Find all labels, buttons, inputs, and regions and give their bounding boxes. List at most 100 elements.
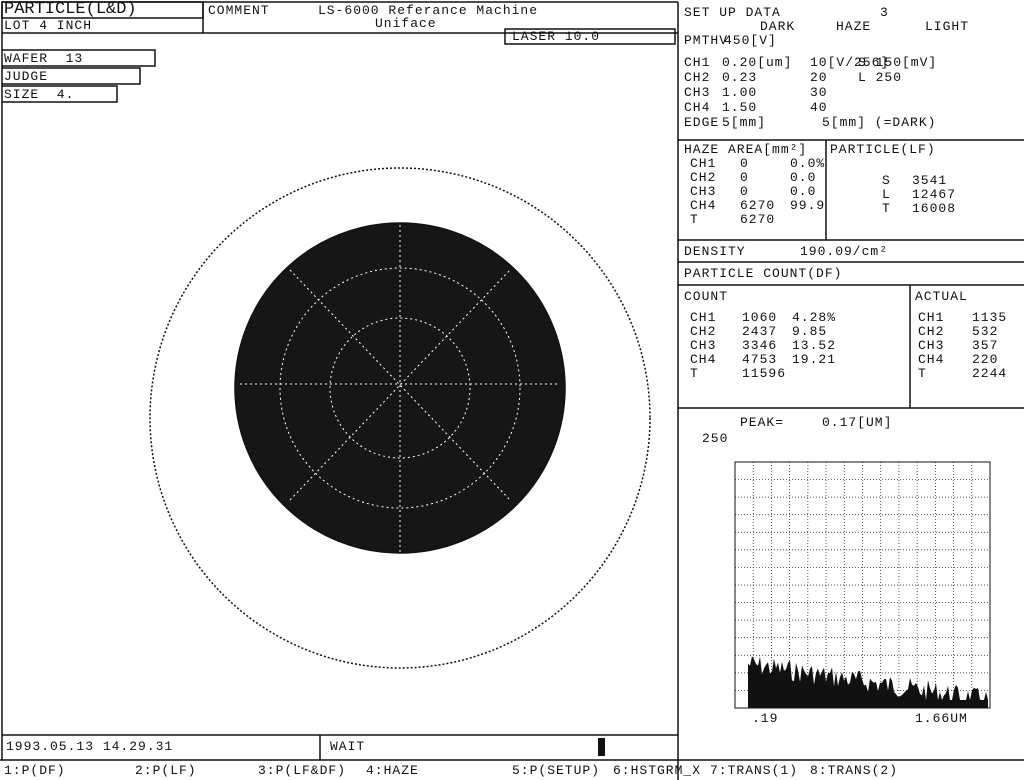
function-key[interactable]: 1:P(DF) (4, 764, 66, 778)
peak-label: PEAK= (740, 416, 784, 430)
actual-cell: CH1 (918, 311, 944, 325)
count-cell: CH1 (690, 311, 716, 325)
setup-cell: CH4 (684, 101, 710, 115)
setup-cell: CH3 (684, 86, 710, 100)
particle-lf-cell: S (882, 174, 891, 188)
histogram-x-max: 1.66UM (915, 712, 968, 726)
setup-cell: 5[mm] (722, 116, 766, 130)
setup-cell: 0.20[um] (722, 56, 792, 70)
particle-lf-cell: L (882, 188, 891, 202)
histogram-y-max: 250 (702, 432, 728, 446)
count-cell: CH3 (690, 339, 716, 353)
haze-cell: 6270 (740, 213, 775, 227)
count-title: PARTICLE COUNT(DF) (684, 267, 842, 281)
setup-cell: L 250 (858, 71, 902, 85)
haze-cell: 99.9 (790, 199, 825, 213)
actual-cell: T (918, 367, 927, 381)
count-cell: 11596 (742, 367, 786, 381)
function-key[interactable]: 6:HSTGRM_X (613, 764, 701, 778)
setup-cell: 40 (810, 101, 828, 115)
pmthv-label: PMTHV (684, 34, 728, 48)
datetime: 1993.05.13 14.29.31 (6, 740, 173, 754)
function-key[interactable]: 4:HAZE (366, 764, 419, 778)
count-cell: 3346 (742, 339, 777, 353)
particle-lf-cell: T (882, 202, 891, 216)
peak-value: 0.17[UM] (822, 416, 892, 430)
count-cell: CH4 (690, 353, 716, 367)
count-cell: 19.21 (792, 353, 836, 367)
function-key[interactable]: 5:P(SETUP) (512, 764, 600, 778)
count-label: COUNT (684, 290, 728, 304)
cursor (598, 738, 605, 756)
haze-cell: CH4 (690, 199, 716, 213)
particle-lf-cell: 3541 (912, 174, 947, 188)
screen: {"header": {"title": "PARTICLE(L&D)", "l… (0, 0, 1024, 780)
function-key[interactable]: 2:P(LF) (135, 764, 197, 778)
pmthv: 450[V] (724, 34, 777, 48)
setup-title: SET UP DATA (684, 6, 781, 20)
particle-lf-cell: 16008 (912, 202, 956, 216)
count-cell: 2437 (742, 325, 777, 339)
wafer: WAFER 13 (4, 52, 83, 66)
density-value: 190.09/cm² (800, 245, 888, 259)
haze-cell: 0 (740, 171, 749, 185)
setup-cell: 1.00 (722, 86, 757, 100)
setup-cell: 20 (810, 71, 828, 85)
setup-cell: S 150[mV] (858, 56, 937, 70)
haze-cell: 6270 (740, 199, 775, 213)
size: SIZE 4. (4, 88, 74, 102)
actual-cell: 532 (972, 325, 998, 339)
count-cell: T (690, 367, 699, 381)
actual-cell: 220 (972, 353, 998, 367)
haze-cell: 0.0 (790, 171, 816, 185)
actual-cell: CH3 (918, 339, 944, 353)
function-key[interactable]: 3:P(LF&DF) (258, 764, 346, 778)
particle-lf-cell: 12467 (912, 188, 956, 202)
function-key[interactable]: 7:TRANS(1) (710, 764, 798, 778)
setup-cell: 30 (810, 86, 828, 100)
haze-cell: T (690, 213, 699, 227)
comment-sub: Uniface (375, 17, 437, 31)
haze-cell: 0.0 (790, 185, 816, 199)
count-cell: 4.28% (792, 311, 836, 325)
function-key[interactable]: 8:TRANS(2) (810, 764, 898, 778)
comment-label: COMMENT (208, 4, 270, 18)
laser: LASER 10.0 (512, 30, 600, 44)
column-header: HAZE (836, 20, 871, 34)
haze-cell: CH2 (690, 171, 716, 185)
setup-cell: 1.50 (722, 101, 757, 115)
count-cell: CH2 (690, 325, 716, 339)
judge: JUDGE (4, 70, 48, 84)
screen-title: PARTICLE(L&D) (4, 1, 137, 19)
lot: LOT 4 INCH (4, 19, 92, 33)
setup-cell: CH2 (684, 71, 710, 85)
density-label: DENSITY (684, 245, 746, 259)
haze-cell: 0 (740, 185, 749, 199)
haze-cell: 0.0% (790, 157, 825, 171)
actual-cell: CH2 (918, 325, 944, 339)
count-cell: 4753 (742, 353, 777, 367)
haze-title: HAZE AREA[mm²] (684, 143, 807, 157)
haze-cell: CH1 (690, 157, 716, 171)
setup-number: 3 (880, 6, 889, 20)
setup-cell: 5[mm] (=DARK) (822, 116, 936, 130)
count-cell: 9.85 (792, 325, 827, 339)
actual-label: ACTUAL (915, 290, 968, 304)
count-cell: 13.52 (792, 339, 836, 353)
wafer-particles (235, 223, 565, 553)
actual-cell: 1135 (972, 311, 1007, 325)
actual-cell: 2244 (972, 367, 1007, 381)
actual-cell: 357 (972, 339, 998, 353)
actual-cell: CH4 (918, 353, 944, 367)
haze-cell: CH3 (690, 185, 716, 199)
setup-cell: EDGE (684, 116, 719, 130)
column-header: DARK (760, 20, 795, 34)
column-header: LIGHT (925, 20, 969, 34)
setup-cell: 0.23 (722, 71, 757, 85)
particle-lf-title: PARTICLE(LF) (830, 143, 936, 157)
histogram-x-min: .19 (752, 712, 778, 726)
histogram-bars (748, 656, 988, 708)
status: WAIT (330, 740, 365, 754)
count-cell: 1060 (742, 311, 777, 325)
haze-cell: 0 (740, 157, 749, 171)
